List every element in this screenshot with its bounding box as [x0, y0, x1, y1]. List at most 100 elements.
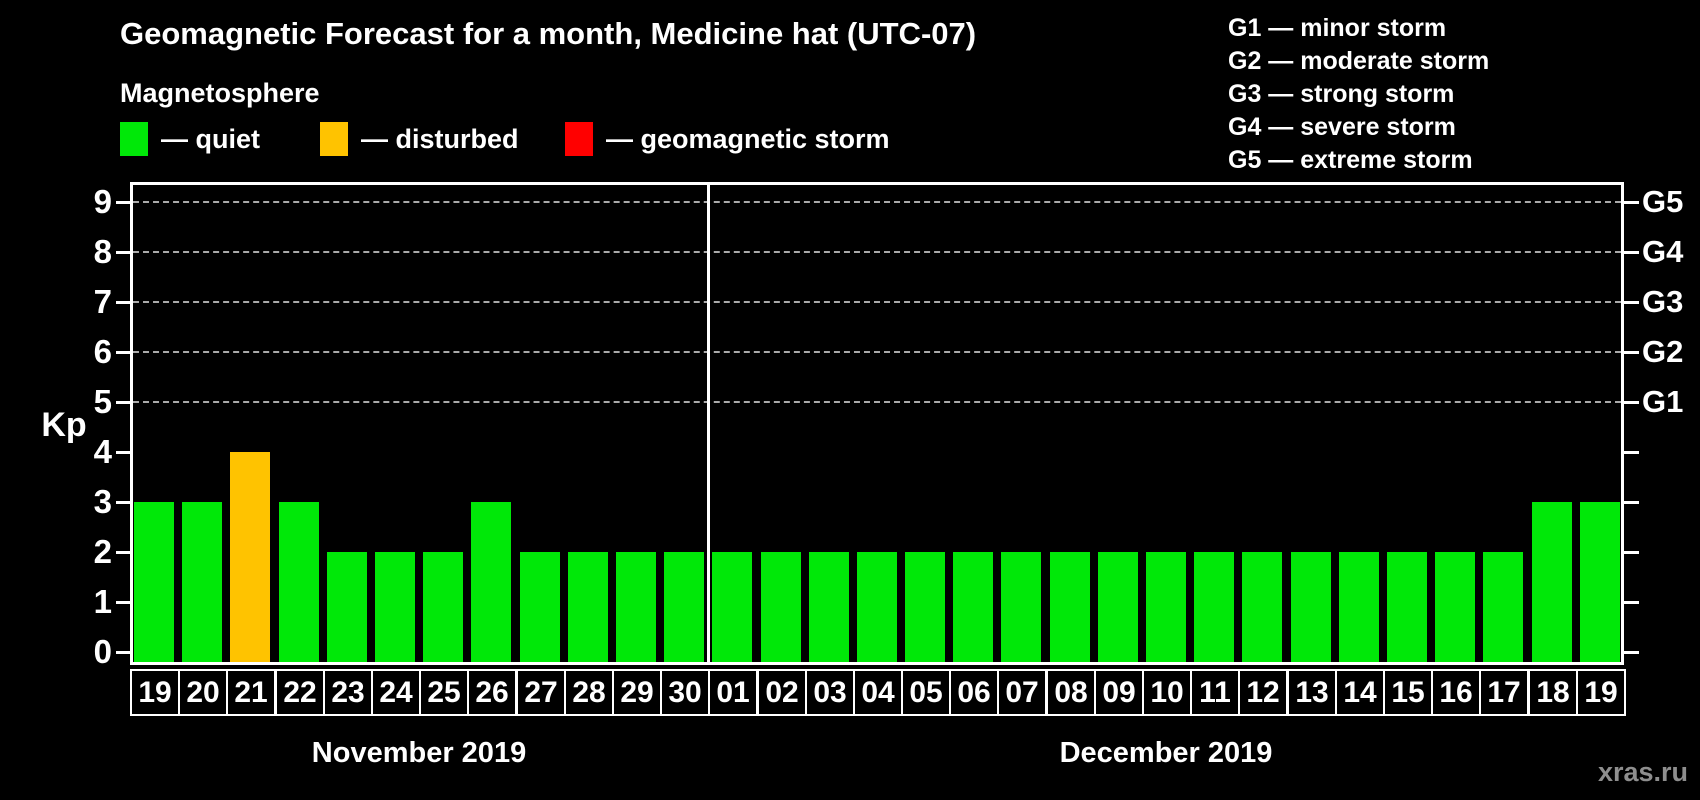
kp-bar [1098, 552, 1138, 662]
month-label-november: November 2019 [311, 737, 527, 769]
kp-bar [953, 552, 993, 662]
day-label-cell: 11 [1190, 669, 1240, 716]
kp-bar [279, 502, 319, 662]
g-scale-legend: G1 — minor storm G2 — moderate storm G3 … [1228, 12, 1489, 177]
g-axis-label: G1 [1642, 384, 1684, 419]
y-tick-mark-right [1624, 551, 1639, 554]
g-legend-line-g2: G2 — moderate storm [1228, 47, 1490, 75]
kp-bar [1435, 552, 1475, 662]
y-tick-mark-left [116, 551, 131, 554]
kp-bar [1291, 552, 1331, 662]
day-label-cell: 20 [178, 669, 228, 716]
disturbed-color-swatch [320, 122, 348, 156]
kp-bar [616, 552, 656, 662]
month-separator-line [707, 185, 710, 662]
magnetosphere-heading: Magnetosphere [120, 78, 320, 108]
day-label-cell: 02 [757, 669, 807, 716]
kp-bar [1001, 552, 1041, 662]
kp-bar [1532, 502, 1572, 662]
day-label-cell: 08 [1046, 669, 1096, 716]
y-tick-label: 2 [93, 533, 112, 570]
day-label-cell: 19 [1576, 669, 1626, 716]
day-label-cell: 15 [1383, 669, 1433, 716]
day-label-cell: 25 [419, 669, 469, 716]
y-tick-mark-left [116, 251, 131, 254]
day-label-cell: 23 [323, 669, 373, 716]
legend-item-storm: — geomagnetic storm [565, 118, 890, 160]
y-tick-label: 3 [93, 483, 112, 520]
day-label-cell: 13 [1287, 669, 1337, 716]
y-tick-mark-right [1624, 301, 1639, 304]
y-tick-label: 8 [93, 233, 112, 270]
y-axis-title: Kp [41, 406, 87, 444]
g-axis-label: G2 [1642, 334, 1684, 369]
y-tick-mark-left [116, 451, 131, 454]
kp-bar [1339, 552, 1379, 662]
day-label-cell: 01 [708, 669, 758, 716]
y-tick-mark-right [1624, 601, 1639, 604]
y-tick-label: 0 [93, 633, 112, 670]
kp-bar [1483, 552, 1523, 662]
g-axis-label: G5 [1642, 184, 1684, 219]
legend-label-storm: — geomagnetic storm [606, 123, 890, 154]
y-tick-mark-left [116, 301, 131, 304]
y-tick-mark-right [1624, 251, 1639, 254]
kp-bar [761, 552, 801, 662]
y-tick-label: 5 [93, 383, 112, 420]
kp-bar [568, 552, 608, 662]
day-label-cell: 30 [660, 669, 710, 716]
y-tick-mark-left [116, 401, 131, 404]
g-legend-line-g5: G5 — extreme storm [1228, 146, 1473, 174]
legend-label-disturbed: — disturbed [361, 123, 519, 154]
g-legend-line-g1: G1 — minor storm [1228, 14, 1447, 42]
storm-color-swatch [565, 122, 593, 156]
y-tick-label: 6 [93, 333, 112, 370]
day-label-cell: 12 [1238, 669, 1288, 716]
grid-line [133, 201, 1621, 203]
g-axis-label: G4 [1642, 234, 1684, 269]
day-label-cell: 24 [371, 669, 421, 716]
kp-bar [182, 502, 222, 662]
kp-bar [809, 552, 849, 662]
day-label-cell: 29 [612, 669, 662, 716]
kp-bar [520, 552, 560, 662]
plot-area [130, 182, 1624, 665]
y-tick-mark-right [1624, 501, 1639, 504]
y-tick-mark-left [116, 201, 131, 204]
kp-bar [664, 552, 704, 662]
g-legend-line-g4: G4 — severe storm [1228, 113, 1456, 141]
y-tick-mark-right [1624, 201, 1639, 204]
kp-bar [712, 552, 752, 662]
kp-bar [1242, 552, 1282, 662]
y-tick-mark-left [116, 351, 131, 354]
day-label-cell: 09 [1094, 669, 1144, 716]
kp-bar [1194, 552, 1234, 662]
day-label-cell: 19 [130, 669, 180, 716]
day-label-cell: 18 [1528, 669, 1578, 716]
day-label-cell: 04 [853, 669, 903, 716]
y-tick-mark-right [1624, 401, 1639, 404]
y-tick-label: 7 [93, 283, 112, 320]
y-tick-mark-left [116, 651, 131, 654]
kp-bar [1387, 552, 1427, 662]
kp-bar [423, 552, 463, 662]
day-label-cell: 27 [516, 669, 566, 716]
y-tick-mark-right [1624, 451, 1639, 454]
day-label-cell: 06 [949, 669, 999, 716]
quiet-color-swatch [120, 122, 148, 156]
day-label-cell: 17 [1479, 669, 1529, 716]
legend-item-quiet: — quiet [120, 118, 260, 160]
y-tick-mark-left [116, 501, 131, 504]
y-tick-mark-right [1624, 351, 1639, 354]
day-label-cell: 21 [226, 669, 276, 716]
kp-bar [230, 452, 270, 662]
kp-bar [375, 552, 415, 662]
g-axis-label: G3 [1642, 284, 1684, 319]
day-label-cell: 10 [1142, 669, 1192, 716]
day-label-cell: 16 [1431, 669, 1481, 716]
chart-title: Geomagnetic Forecast for a month, Medici… [120, 16, 977, 51]
month-label-december: December 2019 [1059, 737, 1273, 769]
kp-bar [327, 552, 367, 662]
grid-line [133, 251, 1621, 253]
